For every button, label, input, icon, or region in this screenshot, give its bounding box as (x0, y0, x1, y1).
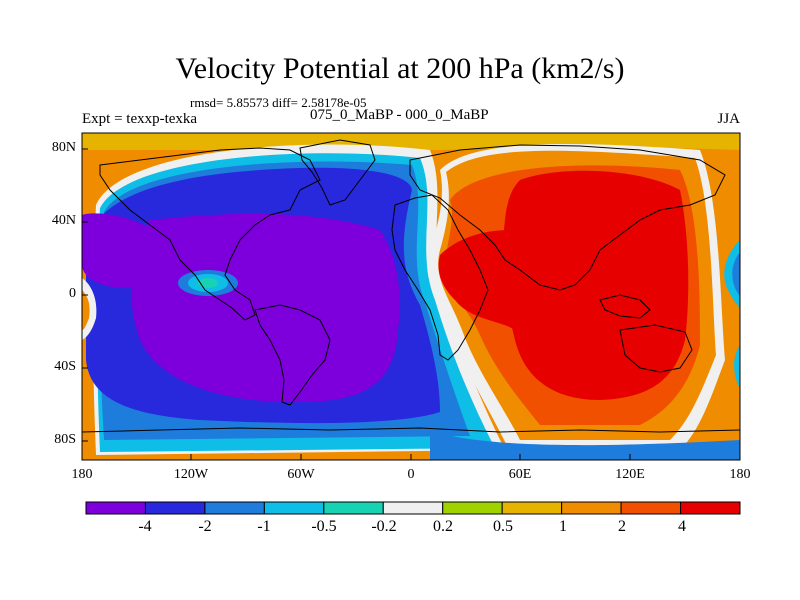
colorbar-label: 2 (618, 518, 626, 535)
lat-label-80s: 80S (54, 432, 76, 447)
plot-title: Velocity Potential at 200 hPa (km2/s) (175, 52, 625, 85)
colorbar-swatch (204, 501, 265, 515)
lat-label-40n: 40N (51, 213, 76, 228)
colorbar-label: 0.5 (493, 518, 513, 535)
experiment-label: Expt = texxp-texka (82, 111, 198, 127)
lat-label-80n: 80N (51, 140, 76, 155)
coastline-africa (391, 194, 489, 361)
contour-red-north (438, 230, 515, 330)
colorbar (85, 501, 741, 515)
colorbar-label: -0.2 (371, 518, 397, 535)
contour-purple-west (82, 213, 176, 289)
lat-ticks (82, 148, 88, 442)
colorbar-swatch (501, 501, 563, 515)
contour-field (82, 133, 740, 460)
colorbar-label: -0.5 (311, 518, 337, 535)
lon-ticks (81, 454, 741, 460)
coastline-australia (619, 324, 693, 373)
coastline-antarctica (82, 427, 740, 433)
contour-teal-eddy (198, 278, 218, 288)
colorbar-swatch (323, 501, 384, 515)
contour-west-edge-core (82, 290, 90, 330)
colorbar-swatch (561, 501, 622, 515)
colorbar-swatch (144, 501, 206, 515)
colorbar-swatch (620, 501, 682, 515)
lon-label-60w: 60W (287, 467, 315, 482)
colorbar-swatch (680, 501, 741, 515)
contour-south-band (430, 432, 740, 460)
colorbar-label: -2 (198, 518, 212, 535)
colorbar-label: -1 (257, 518, 271, 535)
lon-label-180w: 180 (71, 467, 93, 482)
coastlines (82, 139, 740, 433)
lon-label-180e: 180 (729, 467, 751, 482)
colorbar-label: 0.2 (433, 518, 453, 535)
contour-east-edge-patch (724, 240, 740, 308)
comparison-label: 075_0_MaBP - 000_0_MaBP (310, 107, 489, 123)
contour-positive-red (503, 170, 689, 400)
lat-label-40s: 40S (54, 359, 76, 374)
colorbar-label: -4 (138, 518, 152, 535)
season-label: JJA (717, 111, 740, 127)
lon-label-120e: 120E (615, 467, 645, 482)
colorbar-label: 4 (678, 518, 686, 535)
colorbar-swatch (442, 501, 503, 515)
lon-label-0: 0 (407, 467, 415, 482)
lon-label-60e: 60E (508, 467, 532, 482)
coastline-maritime-asia (599, 294, 651, 319)
colorbar-label: 1 (559, 518, 567, 535)
contour-east-edge-south (734, 345, 740, 386)
lat-label-0: 0 (69, 286, 76, 301)
stats-label: rmsd= 5.85573 diff= 2.58178e-05 (190, 95, 367, 110)
lon-label-120w: 120W (173, 467, 209, 482)
coastline-greenland (299, 139, 376, 206)
coastline-north-america (99, 147, 321, 321)
coastline-eurasia (409, 144, 726, 291)
coastline-south-america (254, 304, 331, 406)
colorbar-swatch (85, 501, 146, 515)
colorbar-swatch (382, 501, 444, 515)
contour-east-edge-core (732, 252, 740, 297)
colorbar-swatch (263, 501, 325, 515)
